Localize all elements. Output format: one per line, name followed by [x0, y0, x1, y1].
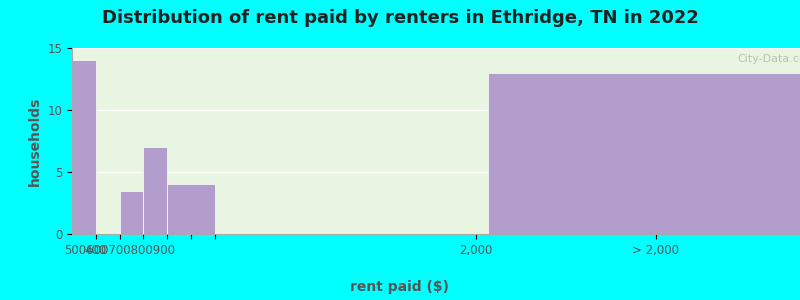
Bar — [72, 60, 96, 234]
Text: City-Data.com: City-Data.com — [738, 54, 800, 64]
Bar — [119, 190, 143, 234]
Text: Distribution of rent paid by renters in Ethridge, TN in 2022: Distribution of rent paid by renters in … — [102, 9, 698, 27]
Text: rent paid ($): rent paid ($) — [350, 280, 450, 294]
Bar — [143, 147, 167, 234]
Bar — [167, 184, 214, 234]
Y-axis label: households: households — [28, 96, 42, 186]
Bar — [488, 73, 800, 234]
